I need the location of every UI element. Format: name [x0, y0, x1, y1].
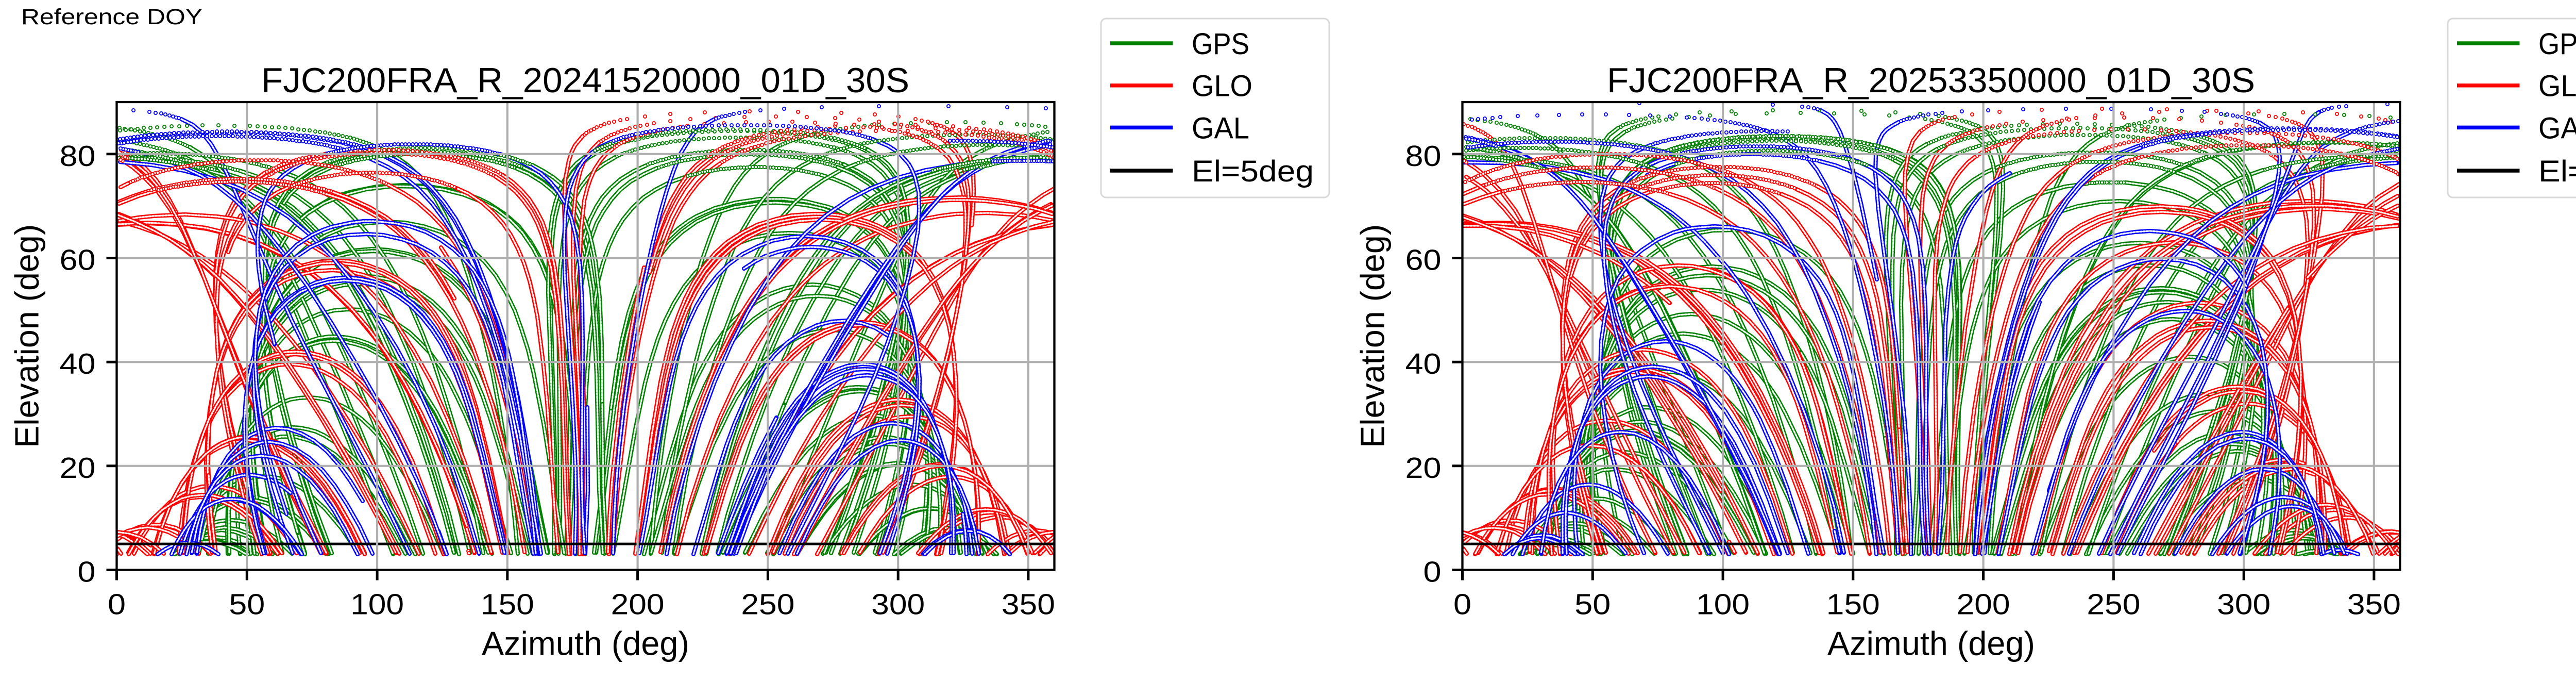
svg-text:250: 250 [2087, 588, 2140, 621]
svg-text:60: 60 [1405, 244, 1442, 277]
svg-text:80: 80 [1405, 140, 1442, 173]
svg-text:100: 100 [350, 588, 404, 621]
svg-text:0: 0 [1423, 556, 1442, 589]
svg-text:350: 350 [1002, 588, 1055, 621]
svg-text:200: 200 [611, 588, 665, 621]
svg-text:300: 300 [871, 588, 925, 621]
svg-text:0: 0 [108, 588, 126, 621]
svg-text:50: 50 [1574, 588, 1611, 621]
svg-text:El=5deg: El=5deg [1192, 155, 1314, 188]
svg-text:350: 350 [2347, 588, 2401, 621]
svg-text:Azimuth (deg): Azimuth (deg) [1827, 625, 2035, 662]
svg-text:Azimuth (deg): Azimuth (deg) [482, 625, 689, 662]
svg-text:GPS: GPS [2538, 27, 2576, 61]
svg-text:El=5deg: El=5deg [2538, 155, 2576, 188]
svg-text:FJC200FRA_R_20253350000_01D_30: FJC200FRA_R_20253350000_01D_30S [1607, 61, 2255, 100]
svg-text:GAL: GAL [2538, 111, 2576, 145]
svg-text:FJC200FRA_R_20241520000_01D_30: FJC200FRA_R_20241520000_01D_30S [261, 61, 909, 100]
svg-text:20: 20 [60, 452, 96, 485]
svg-text:GAL: GAL [1192, 111, 1249, 145]
svg-text:Elevation (deg): Elevation (deg) [1354, 224, 1392, 448]
svg-text:40: 40 [1405, 347, 1442, 380]
svg-text:300: 300 [2217, 588, 2270, 621]
svg-text:Elevation (deg): Elevation (deg) [8, 224, 46, 448]
svg-text:150: 150 [481, 588, 534, 621]
svg-text:GLO: GLO [2538, 70, 2576, 103]
svg-text:Reference DOY: Reference DOY [21, 5, 202, 29]
svg-text:GPS: GPS [1192, 27, 1249, 61]
svg-text:150: 150 [1826, 588, 1880, 621]
svg-text:80: 80 [60, 140, 96, 173]
svg-text:GLO: GLO [1192, 70, 1252, 103]
svg-text:40: 40 [60, 347, 96, 380]
svg-text:100: 100 [1696, 588, 1750, 621]
svg-text:200: 200 [1957, 588, 2010, 621]
svg-text:250: 250 [741, 588, 794, 621]
svg-text:20: 20 [1405, 452, 1442, 485]
svg-text:50: 50 [229, 588, 265, 621]
svg-text:0: 0 [1453, 588, 1471, 621]
svg-text:60: 60 [60, 244, 96, 277]
svg-text:0: 0 [78, 556, 96, 589]
